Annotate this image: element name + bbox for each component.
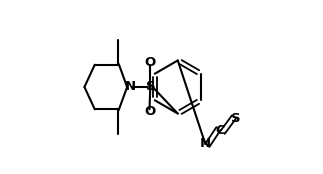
Text: N: N	[200, 137, 211, 150]
Text: S: S	[231, 112, 241, 125]
Text: C: C	[216, 124, 225, 137]
Text: O: O	[145, 56, 156, 69]
Text: O: O	[144, 105, 155, 118]
Text: S: S	[146, 81, 155, 93]
Text: N: N	[124, 81, 135, 93]
